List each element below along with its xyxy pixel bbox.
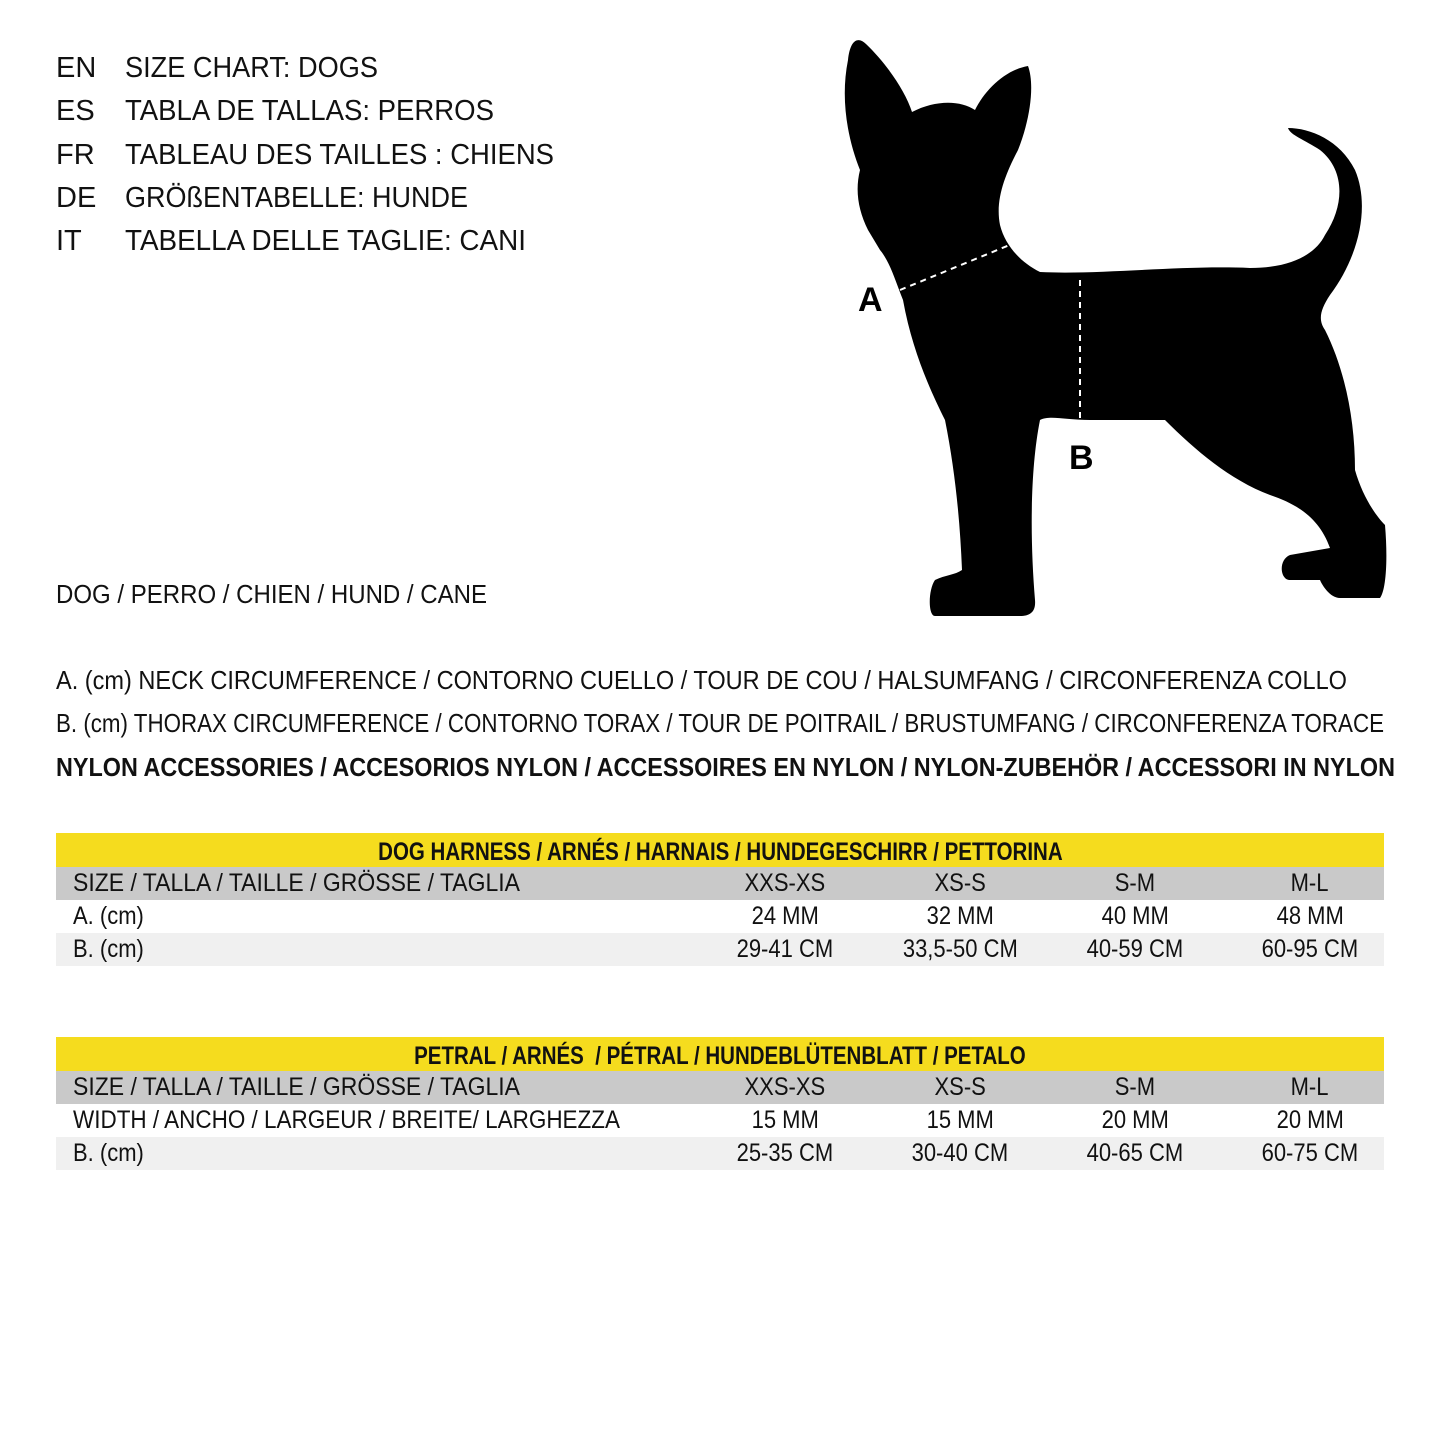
row-label: SIZE / TALLA / TAILLE / GRÖSSE / TAGLIA bbox=[73, 869, 520, 897]
title-fr: TABLEAU DES TAILLES : CHIENS bbox=[125, 139, 554, 171]
table-row-b: B. (cm) 29-41 CM 33,5-50 CM 40-59 CM 60-… bbox=[56, 933, 1384, 966]
table-title-row: DOG HARNESS / ARNÉS / HARNAIS / HUNDEGES… bbox=[56, 833, 1384, 867]
cell: XS-S bbox=[934, 869, 986, 897]
cell: 32 MM bbox=[926, 902, 994, 930]
row-label: SIZE / TALLA / TAILLE / GRÖSSE / TAGLIA bbox=[73, 1073, 520, 1101]
cell: M-L bbox=[1291, 869, 1329, 897]
cell: M-L bbox=[1291, 1073, 1329, 1101]
cell: 24 MM bbox=[751, 902, 819, 930]
title-es: TABLA DE TALLAS: PERROS bbox=[125, 95, 494, 127]
cell: 15 MM bbox=[751, 1106, 819, 1134]
table-row-width: WIDTH / ANCHO / LARGEUR / BREITE/ LARGHE… bbox=[56, 1104, 1384, 1137]
cell: S-M bbox=[1114, 1073, 1156, 1101]
cell: 60-75 CM bbox=[1261, 1139, 1359, 1167]
dog-harness-table: DOG HARNESS / ARNÉS / HARNAIS / HUNDEGES… bbox=[56, 833, 1384, 966]
legend-b: B. (cm) THORAX CIRCUMFERENCE / CONTORNO … bbox=[56, 708, 1384, 738]
cell: 60-95 CM bbox=[1261, 935, 1359, 963]
neck-measure-line bbox=[899, 243, 1013, 291]
table-title-row: PETRAL / ARNÉS / PÉTRAL / HUNDEBLÜTENBLA… bbox=[56, 1037, 1384, 1071]
cell: 25-35 CM bbox=[736, 1139, 834, 1167]
legend-material: NYLON ACCESSORIES / ACCESORIOS NYLON / A… bbox=[56, 752, 1395, 782]
table-row-size: SIZE / TALLA / TAILLE / GRÖSSE / TAGLIA … bbox=[56, 867, 1384, 900]
lang-code-en: EN bbox=[56, 52, 97, 84]
lang-code-fr: FR bbox=[56, 139, 95, 171]
lang-code-es: ES bbox=[56, 95, 95, 127]
table-title: DOG HARNESS / ARNÉS / HARNAIS / HUNDEGES… bbox=[377, 838, 1063, 866]
cell: S-M bbox=[1114, 869, 1156, 897]
lang-code-it: IT bbox=[56, 225, 82, 257]
title-it: TABELLA DELLE TAGLIE: CANI bbox=[125, 225, 526, 257]
row-label: B. (cm) bbox=[73, 935, 144, 963]
table-row-b: B. (cm) 25-35 CM 30-40 CM 40-65 CM 60-75… bbox=[56, 1137, 1384, 1170]
cell: 33,5-50 CM bbox=[902, 935, 1018, 963]
cell: 40 MM bbox=[1101, 902, 1169, 930]
cell: 20 MM bbox=[1101, 1106, 1169, 1134]
cell: 29-41 CM bbox=[736, 935, 834, 963]
dog-silhouette bbox=[844, 40, 1387, 616]
table-row-a: A. (cm) 24 MM 32 MM 40 MM 48 MM bbox=[56, 900, 1384, 933]
title-de: GRÖßENTABELLE: HUNDE bbox=[125, 182, 468, 214]
legend-a: A. (cm) NECK CIRCUMFERENCE / CONTORNO CU… bbox=[56, 665, 1347, 695]
row-label: A. (cm) bbox=[73, 902, 144, 930]
dog-silhouette-diagram: A B bbox=[844, 40, 1387, 616]
row-label: WIDTH / ANCHO / LARGEUR / BREITE/ LARGHE… bbox=[73, 1106, 620, 1134]
cell: 48 MM bbox=[1276, 902, 1344, 930]
table-row-size: SIZE / TALLA / TAILLE / GRÖSSE / TAGLIA … bbox=[56, 1071, 1384, 1104]
cell: 15 MM bbox=[926, 1106, 994, 1134]
cell: 40-65 CM bbox=[1086, 1139, 1184, 1167]
title-en: SIZE CHART: DOGS bbox=[125, 52, 378, 84]
cell: XXS-XS bbox=[744, 869, 826, 897]
animal-label: DOG / PERRO / CHIEN / HUND / CANE bbox=[56, 579, 487, 609]
petral-table: PETRAL / ARNÉS / PÉTRAL / HUNDEBLÜTENBLA… bbox=[56, 1037, 1384, 1170]
cell: 20 MM bbox=[1276, 1106, 1344, 1134]
label-a: A bbox=[858, 281, 883, 319]
cell: 30-40 CM bbox=[911, 1139, 1009, 1167]
cell: 40-59 CM bbox=[1086, 935, 1184, 963]
table-title: PETRAL / ARNÉS / PÉTRAL / HUNDEBLÜTENBLA… bbox=[414, 1042, 1026, 1070]
cell: XXS-XS bbox=[744, 1073, 826, 1101]
cell: XS-S bbox=[934, 1073, 986, 1101]
row-label: B. (cm) bbox=[73, 1139, 144, 1167]
label-b: B bbox=[1069, 439, 1094, 477]
lang-code-de: DE bbox=[56, 182, 97, 214]
